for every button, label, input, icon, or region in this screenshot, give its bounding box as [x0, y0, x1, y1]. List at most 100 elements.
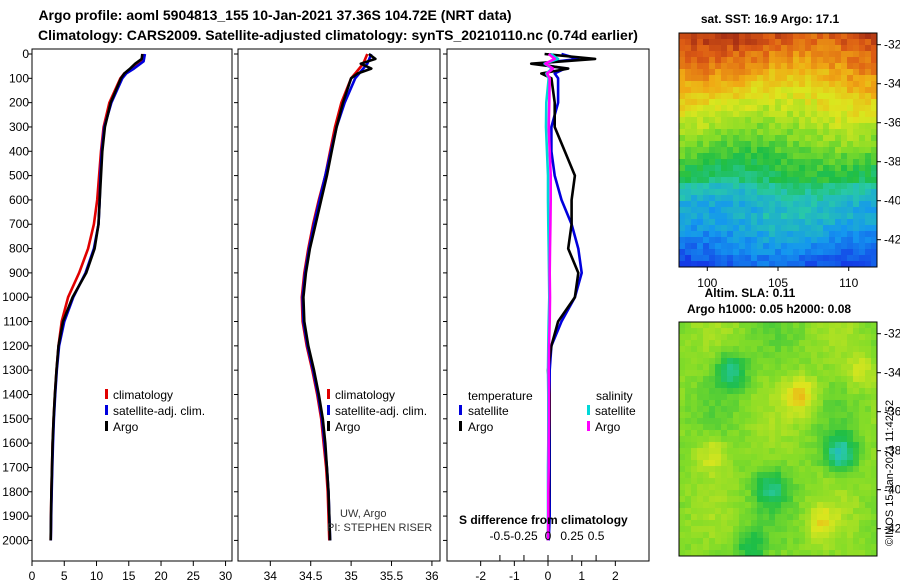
sla-cell: [685, 460, 691, 466]
sst-cell: [871, 129, 877, 135]
sst-cell: [865, 195, 871, 201]
sla-cell: [775, 502, 781, 508]
sst-cell: [727, 87, 733, 93]
sst-cell: [829, 225, 835, 231]
sla-cell: [697, 454, 703, 460]
sst-cell: [721, 225, 727, 231]
sst-cell: [757, 93, 763, 99]
sst-cell: [835, 261, 841, 267]
sst-cell: [853, 39, 859, 45]
sst-cell: [745, 135, 751, 141]
sst-cell: [727, 99, 733, 105]
sla-cell: [697, 436, 703, 442]
sst-cell: [859, 195, 865, 201]
sst-cell: [721, 177, 727, 183]
x-tick-label: 1: [578, 569, 585, 580]
sst-cell: [715, 33, 721, 39]
sst-cell: [787, 195, 793, 201]
sst-cell: [841, 117, 847, 123]
sst-cell: [727, 231, 733, 237]
sst-cell: [703, 171, 709, 177]
legend-title-temperature: temperature: [468, 389, 533, 403]
sst-cell: [751, 111, 757, 117]
sla-map-frame: [678, 321, 878, 557]
sst-cell: [787, 33, 793, 39]
sst-cell: [841, 207, 847, 213]
sst-cell: [721, 117, 727, 123]
sla-cell: [811, 484, 817, 490]
sst-cell: [763, 39, 769, 45]
sla-cell: [739, 490, 745, 496]
sla-cell: [769, 322, 775, 328]
sst-cell: [739, 93, 745, 99]
sst-cell: [829, 135, 835, 141]
sla-cell: [793, 412, 799, 418]
sst-cell: [811, 165, 817, 171]
sla-cell: [775, 430, 781, 436]
sla-cell: [859, 508, 865, 514]
sst-cell: [775, 255, 781, 261]
sst-cell: [703, 189, 709, 195]
sla-cell: [733, 496, 739, 502]
sst-cell: [829, 159, 835, 165]
sst-cell: [769, 195, 775, 201]
sla-cell: [733, 490, 739, 496]
sla-cell: [763, 388, 769, 394]
sst-cell: [805, 159, 811, 165]
sst-cell: [805, 189, 811, 195]
sla-map: [679, 322, 877, 556]
sla-cell: [757, 340, 763, 346]
sla-cell: [685, 412, 691, 418]
sla-cell: [727, 352, 733, 358]
sst-cell: [745, 237, 751, 243]
sla-cell: [775, 346, 781, 352]
sst-cell: [691, 87, 697, 93]
sst-cell: [715, 111, 721, 117]
sla-cell: [703, 508, 709, 514]
sst-cell: [805, 195, 811, 201]
sst-cell: [697, 231, 703, 237]
sla-cell: [715, 430, 721, 436]
sla-cell: [721, 472, 727, 478]
sst-cell: [697, 237, 703, 243]
sst-cell: [703, 33, 709, 39]
sst-cell: [847, 135, 853, 141]
sst-cell: [679, 153, 685, 159]
sla-cell: [745, 424, 751, 430]
sst-cell: [721, 213, 727, 219]
sst-cell: [757, 249, 763, 255]
sla-cell: [775, 436, 781, 442]
sst-cell: [781, 105, 787, 111]
sla-cell: [805, 322, 811, 328]
sst-cell: [871, 93, 877, 99]
sla-cell: [793, 334, 799, 340]
sst-cell: [727, 51, 733, 57]
sst-cell: [817, 201, 823, 207]
sla-cell: [781, 346, 787, 352]
x-tick-label: 0: [29, 569, 36, 580]
sla-cell: [829, 322, 835, 328]
sst-cell: [805, 99, 811, 105]
sst-cell: [817, 195, 823, 201]
sla-cell: [685, 520, 691, 526]
sst-cell: [817, 117, 823, 123]
sst-cell: [805, 261, 811, 267]
sla-cell: [787, 370, 793, 376]
sla-cell: [811, 412, 817, 418]
sla-cell: [835, 526, 841, 532]
sst-cell: [799, 213, 805, 219]
sla-cell: [853, 520, 859, 526]
sla-cell: [847, 412, 853, 418]
sst-cell: [685, 99, 691, 105]
sla-cell: [751, 346, 757, 352]
sla-cell: [847, 418, 853, 424]
sst-cell: [847, 105, 853, 111]
sst-cell: [739, 195, 745, 201]
sst-cell: [799, 39, 805, 45]
sst-cell: [703, 207, 709, 213]
sst-cell: [847, 57, 853, 63]
sst-cell: [853, 183, 859, 189]
sla-cell: [745, 520, 751, 526]
sst-cell: [733, 237, 739, 243]
sla-cell: [817, 334, 823, 340]
